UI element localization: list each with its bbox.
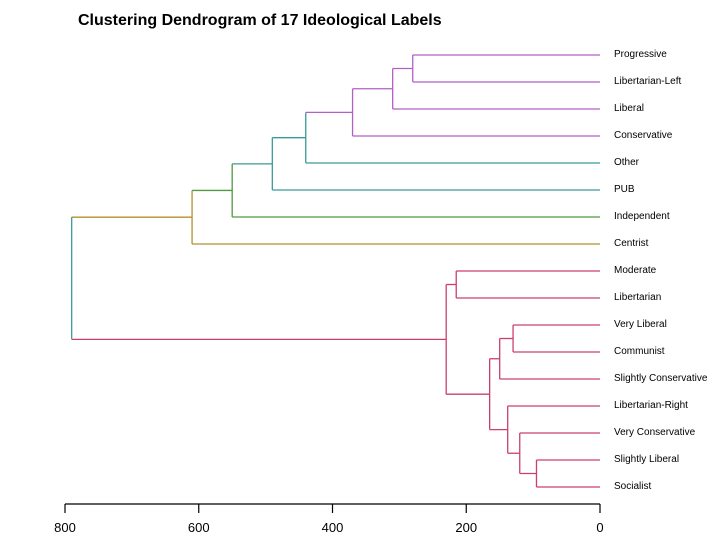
leaf-label: Libertarian-Right bbox=[614, 400, 688, 411]
leaf-label: Very Conservative bbox=[614, 427, 695, 438]
dendrogram-canvas: Clustering Dendrogram of 17 Ideological … bbox=[0, 0, 720, 557]
x-tick-label: 0 bbox=[596, 520, 603, 535]
leaf-label: Liberal bbox=[614, 103, 644, 114]
leaf-label: Centrist bbox=[614, 238, 648, 249]
leaf-label: Slightly Conservative bbox=[614, 373, 707, 384]
leaf-label: Libertarian-Left bbox=[614, 76, 681, 87]
leaf-label: Slightly Liberal bbox=[614, 454, 679, 465]
leaf-label: Libertarian bbox=[614, 292, 661, 303]
leaf-label: Conservative bbox=[614, 130, 672, 141]
leaf-label: Other bbox=[614, 157, 639, 168]
x-tick-label: 400 bbox=[322, 520, 344, 535]
leaf-label: Independent bbox=[614, 211, 670, 222]
leaf-label: Socialist bbox=[614, 481, 651, 492]
leaf-label: Moderate bbox=[614, 265, 656, 276]
leaf-label: Progressive bbox=[614, 49, 667, 60]
dendrogram-svg bbox=[0, 0, 720, 557]
leaf-label: Very Liberal bbox=[614, 319, 667, 330]
x-tick-label: 800 bbox=[54, 520, 76, 535]
x-tick-label: 200 bbox=[455, 520, 477, 535]
leaf-label: PUB bbox=[614, 184, 635, 195]
x-tick-label: 600 bbox=[188, 520, 210, 535]
leaf-label: Communist bbox=[614, 346, 665, 357]
